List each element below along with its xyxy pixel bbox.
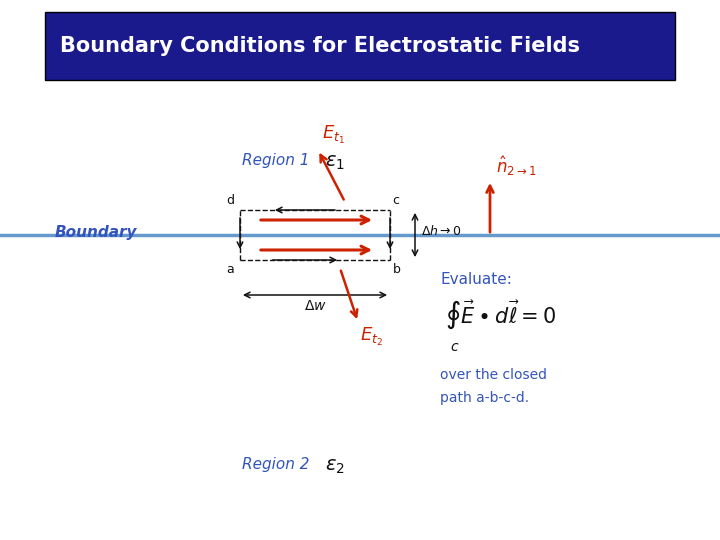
Text: b: b	[392, 263, 400, 276]
Text: $\Delta h \rightarrow 0$: $\Delta h \rightarrow 0$	[421, 224, 462, 238]
Text: Evaluate:: Evaluate:	[440, 272, 512, 287]
Text: Boundary Conditions for Electrostatic Fields: Boundary Conditions for Electrostatic Fi…	[60, 36, 580, 56]
Text: over the closed: over the closed	[440, 368, 547, 382]
Text: Region 1: Region 1	[243, 152, 310, 167]
Text: a: a	[226, 263, 234, 276]
Text: d: d	[226, 194, 234, 207]
Text: $c$: $c$	[450, 340, 459, 354]
Text: path a-b-c-d.: path a-b-c-d.	[440, 391, 529, 405]
Text: Region 2: Region 2	[243, 457, 310, 472]
Text: $\hat{n}_{2\rightarrow 1}$: $\hat{n}_{2\rightarrow 1}$	[496, 154, 537, 178]
Text: Boundary: Boundary	[55, 226, 138, 240]
Text: $\varepsilon_2$: $\varepsilon_2$	[325, 457, 345, 476]
Text: c: c	[392, 194, 400, 207]
Text: $\oint \vec{E} \bullet d\vec{\ell} = 0$: $\oint \vec{E} \bullet d\vec{\ell} = 0$	[445, 299, 556, 331]
Text: $\varepsilon_1$: $\varepsilon_1$	[325, 152, 345, 172]
Text: $E_{t_1}$: $E_{t_1}$	[322, 124, 345, 146]
Text: $\Delta w$: $\Delta w$	[304, 299, 326, 313]
Text: $E_{t_2}$: $E_{t_2}$	[360, 326, 383, 348]
FancyBboxPatch shape	[45, 12, 675, 80]
